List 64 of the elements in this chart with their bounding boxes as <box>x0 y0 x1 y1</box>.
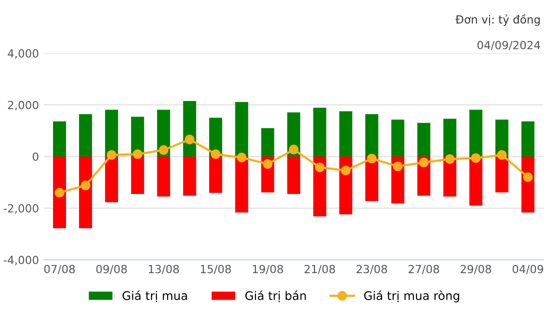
bar <box>183 156 196 196</box>
x-tick-label: 07/08 <box>44 264 75 274</box>
point <box>470 153 481 163</box>
point <box>288 144 299 154</box>
point <box>340 166 351 176</box>
bar <box>443 118 456 156</box>
bar <box>521 121 534 156</box>
point <box>392 161 403 172</box>
bar <box>79 114 92 156</box>
x-tick-label: 13/08 <box>148 264 179 274</box>
bar <box>105 156 118 202</box>
bar <box>313 108 326 156</box>
point <box>523 172 533 182</box>
y-tick-label: -4,000 <box>4 256 38 266</box>
bar <box>209 156 222 193</box>
y-tick-label: 0 <box>32 152 38 161</box>
bar <box>495 156 508 192</box>
point <box>184 134 194 144</box>
bar <box>79 156 92 228</box>
bar <box>339 111 352 156</box>
x-tick-label: 29/08 <box>460 264 492 274</box>
point <box>132 149 142 160</box>
point <box>54 188 64 198</box>
text: Đơn vị: tỷ đồng <box>455 14 540 26</box>
y-tick-label: 4,000 <box>8 49 38 59</box>
bar <box>261 128 274 156</box>
x-tick-label: 27/08 <box>408 264 440 274</box>
bar <box>417 122 430 156</box>
point <box>366 154 377 164</box>
point <box>80 180 90 190</box>
bar <box>469 110 482 156</box>
bar <box>235 156 248 213</box>
bar <box>235 102 248 156</box>
point <box>262 159 273 169</box>
point <box>314 162 325 172</box>
point <box>158 145 168 155</box>
point <box>210 149 221 160</box>
text: 04/09/2024 <box>477 40 540 50</box>
x-tick-label: 19/08 <box>252 264 283 274</box>
bar <box>287 156 300 194</box>
point <box>236 152 247 162</box>
point <box>444 154 455 164</box>
x-tick-label: 15/08 <box>200 264 231 274</box>
x-tick-label: 04/09 <box>512 264 544 274</box>
legend-label: Giá trị mua <box>122 290 187 302</box>
bar <box>157 156 170 197</box>
point <box>497 150 507 160</box>
y-tick-label: 2,000 <box>8 100 38 110</box>
bar <box>313 156 326 216</box>
point <box>418 158 429 168</box>
x-tick-label: 23/08 <box>356 264 388 274</box>
legend-label: Giá trị bán <box>245 290 306 302</box>
point <box>106 150 116 160</box>
bar <box>131 156 144 194</box>
bar <box>53 121 66 156</box>
x-tick-label: 21/08 <box>304 264 335 274</box>
x-tick-label: 09/08 <box>96 264 127 274</box>
bar <box>105 110 118 156</box>
bar <box>469 156 482 206</box>
legend-label: Giá trị mua ròng <box>364 290 460 302</box>
bar <box>365 114 378 156</box>
y-tick-label: -2,000 <box>4 204 38 214</box>
bar <box>391 120 404 156</box>
bar <box>53 156 66 228</box>
